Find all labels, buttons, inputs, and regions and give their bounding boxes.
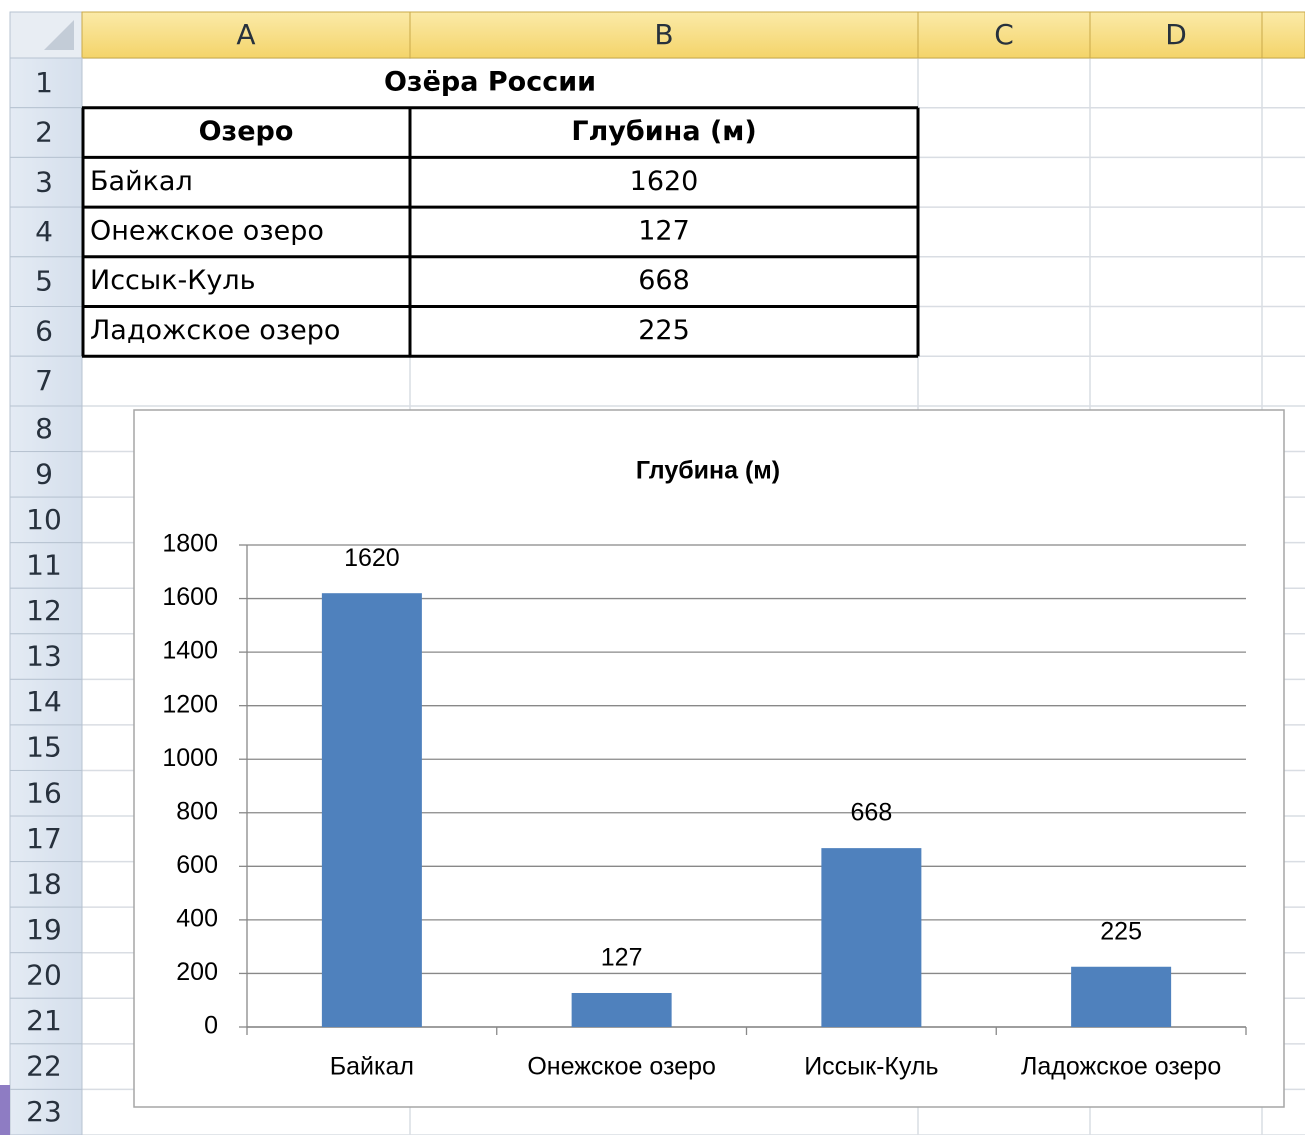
row-header[interactable] [9,678,83,726]
y-tick-label: 200 [176,958,218,986]
row-number: 1 [35,66,53,99]
lake-name: Байкал [90,166,193,197]
column-header[interactable] [1261,11,1305,59]
x-tick-label: Байкал [330,1053,414,1081]
left-strip-accent [0,1085,10,1135]
y-tick-label: 1400 [162,637,218,665]
row-number: 18 [26,867,62,900]
y-tick-label: 1200 [162,690,218,718]
bar [571,992,672,1027]
row-header[interactable] [9,496,83,544]
x-tick-label: Иссык-Куль [804,1053,938,1081]
row-number: 7 [35,364,53,397]
column-letter: A [236,18,255,51]
row-number: 8 [35,412,53,445]
row-header[interactable] [9,906,83,954]
row-number: 6 [35,314,53,347]
bar [1071,966,1172,1027]
row-number: 22 [26,1050,62,1083]
row-header[interactable] [9,355,83,407]
row-number: 20 [26,959,62,992]
row-number: 16 [26,776,62,809]
title-cell-bg [83,59,917,107]
row-header[interactable] [9,57,83,109]
row-header[interactable] [9,815,83,863]
bar [321,593,422,1027]
row-number: 2 [35,116,53,149]
row-number: 15 [26,731,62,764]
row-header[interactable] [9,156,83,208]
lake-name: Иссык-Куль [90,265,256,296]
row-number: 10 [26,503,62,536]
row-header[interactable] [9,542,83,589]
table-header: Озеро [199,116,294,147]
y-tick-label: 600 [176,851,218,879]
row-number: 13 [26,640,62,673]
lake-depth: 1620 [630,166,699,197]
data-label: 1620 [344,544,400,572]
row-number: 3 [35,165,53,198]
data-label: 127 [601,944,643,972]
column-header[interactable] [1089,11,1263,59]
lake-depth: 225 [638,315,690,346]
y-tick-label: 1800 [162,530,218,558]
x-tick-label: Онежское озеро [527,1053,716,1081]
lake-depth: 668 [638,265,690,296]
chart-title: Глубина (м) [636,457,780,485]
row-header[interactable] [9,724,83,771]
table-header: Глубина (м) [571,116,756,147]
data-label: 668 [851,799,893,827]
row-number: 23 [26,1095,62,1128]
column-header[interactable] [81,11,411,59]
y-tick-label: 0 [204,1012,218,1040]
column-header[interactable] [409,11,919,59]
row-header[interactable] [9,107,83,158]
row-number: 21 [26,1004,62,1037]
data-label: 225 [1100,917,1142,945]
row-header[interactable] [9,861,83,908]
chart: Глубина (м) 0 200 400 600 800 1000 1200 1400 1600… [133,409,1285,1108]
lake-depth: 127 [638,215,690,246]
column-letter: D [1165,18,1187,51]
y-tick-label: 1600 [162,583,218,611]
select-all-triangle [44,20,74,50]
row-number: 4 [35,215,53,248]
row-number: 14 [26,685,62,718]
row-header[interactable] [9,405,83,453]
x-tick-label: Ладожское озеро [1021,1053,1221,1081]
row-header[interactable] [9,451,83,498]
row-header[interactable] [9,633,83,680]
row-number: 5 [35,265,53,298]
column-letter: C [994,18,1014,51]
table-title: Озёра России [384,66,596,97]
column-letter: B [654,18,673,51]
row-number: 12 [26,594,62,627]
lake-name: Ладожское озеро [90,315,340,346]
y-tick-label: 800 [176,797,218,825]
row-number: 11 [26,548,62,581]
row-number: 19 [26,913,62,946]
y-tick-label: 1000 [162,744,218,772]
y-tick-label: 400 [176,904,218,932]
row-number: 17 [26,822,62,855]
row-number: 9 [35,457,53,490]
lake-name: Онежское озеро [90,215,324,246]
bar [821,848,922,1027]
row-header[interactable] [9,769,83,817]
